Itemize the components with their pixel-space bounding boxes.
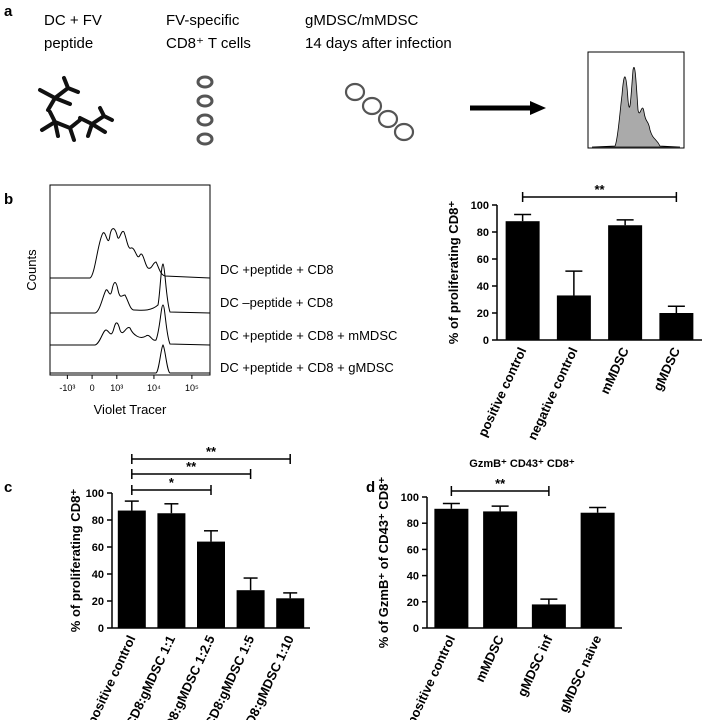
y-tick-label: 20	[92, 596, 104, 608]
bar	[531, 604, 566, 628]
y-tick-label: 0	[98, 623, 104, 635]
trace-label: DC +peptide + CD8 + mMDSC	[220, 328, 397, 343]
x-tick-label: 10⁵	[185, 383, 199, 393]
trace-label: DC +peptide + CD8 + gMDSC	[220, 360, 394, 375]
histogram-frame	[49, 184, 211, 376]
y-tick-label: 80	[477, 227, 489, 239]
bar	[608, 225, 643, 340]
x-tick-label: mMDSC	[472, 632, 507, 684]
arrow	[470, 101, 546, 115]
panel-letter: d	[366, 479, 375, 496]
x-tick-label: 0	[90, 383, 95, 393]
trace-label: DC +peptide + CD8	[220, 262, 333, 277]
step-text: CD8⁺ T cells	[166, 35, 251, 52]
bar	[157, 513, 186, 628]
y-tick-label: 0	[483, 335, 489, 347]
bar	[659, 313, 694, 340]
step-text: DC + FV	[44, 12, 102, 29]
thumbnail-histogram	[587, 51, 685, 149]
x-tick-label: -10³	[59, 383, 75, 393]
y-axis-label: Counts	[24, 249, 39, 291]
y-tick-label: 40	[407, 571, 419, 583]
y-axis-label: % of proliferating CD8⁺	[68, 489, 83, 633]
bar	[236, 590, 265, 628]
y-tick-label: 60	[407, 544, 419, 556]
x-tick-label: 10⁴	[147, 383, 161, 393]
bar	[580, 512, 615, 628]
panel-letter: c	[4, 479, 12, 496]
y-tick-label: 0	[413, 623, 419, 635]
panel-letter: a	[4, 3, 13, 20]
y-tick-label: 60	[477, 254, 489, 266]
mdsc-cells	[344, 82, 415, 142]
y-axis-label: % of GzmB⁺ of CD43⁺ CD8⁺	[376, 477, 391, 649]
bar	[276, 598, 305, 628]
step-text: FV-specific	[166, 12, 240, 29]
t-cells	[196, 75, 214, 146]
y-axis-label: % of proliferating CD8⁺	[446, 201, 461, 345]
step-text: 14 days after infection	[305, 35, 452, 52]
chart-title: GzmB⁺ CD43⁺ CD8⁺	[469, 458, 575, 470]
y-tick-label: 60	[92, 542, 104, 554]
y-tick-label: 100	[401, 492, 419, 504]
x-tick-label: negative control	[525, 345, 581, 442]
significance-label: **	[186, 459, 197, 474]
y-tick-label: 20	[477, 308, 489, 320]
x-axis-label: Violet Tracer	[94, 402, 167, 417]
x-tick-label: gMDSC	[650, 344, 683, 393]
bar	[483, 511, 518, 628]
x-tick-label: 10³	[110, 383, 123, 393]
significance-label: *	[169, 475, 175, 490]
x-tick-label: gMDSC naive	[556, 633, 605, 715]
histogram-traces	[50, 228, 211, 374]
trace-label: DC –peptide + CD8	[220, 295, 333, 310]
dendritic-cells	[38, 76, 114, 142]
y-tick-label: 40	[92, 569, 104, 581]
step-text: peptide	[44, 35, 93, 52]
y-tick-label: 100	[86, 488, 104, 500]
significance-label: **	[206, 444, 217, 459]
x-tick-label: positive control	[404, 633, 459, 720]
significance-label: **	[594, 182, 605, 197]
bar	[117, 510, 146, 628]
y-tick-label: 40	[477, 281, 489, 293]
x-tick-label: gMDSC inf	[514, 632, 556, 699]
y-tick-label: 20	[407, 597, 419, 609]
step-text: gMDSC/mMDSC	[305, 12, 419, 29]
bar	[556, 295, 591, 340]
x-tick-label: mMDSC	[597, 344, 632, 396]
x-tick-label: positive control	[475, 345, 530, 439]
bar	[197, 541, 225, 628]
y-tick-label: 100	[471, 200, 489, 212]
bar	[505, 221, 540, 340]
y-tick-label: 80	[92, 515, 104, 527]
significance-label: **	[495, 476, 506, 491]
bar	[434, 508, 469, 628]
y-tick-label: 80	[407, 518, 419, 530]
panel-letter: b	[4, 191, 13, 208]
